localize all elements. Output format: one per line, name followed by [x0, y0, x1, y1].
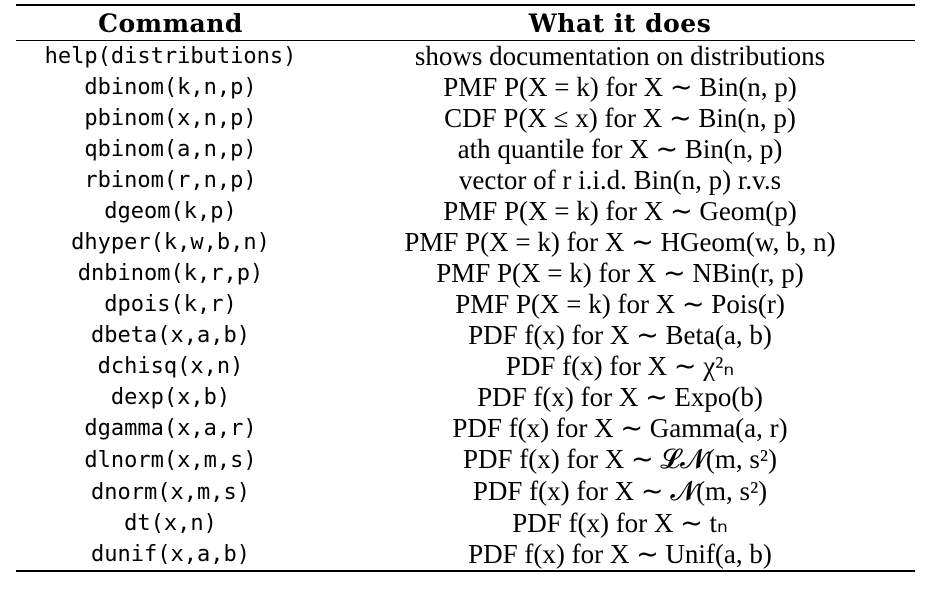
description-cell: CDF P(X ≤ x) for X ∼ Bin(n, p): [444, 103, 796, 133]
table-row: dbeta(x,a,b) PDF f(x) for X ∼ Beta(a, b): [16, 320, 915, 351]
command-cell: help(distributions): [44, 44, 297, 69]
header-command: Command: [98, 8, 243, 38]
command-cell: dgeom(k,p): [104, 199, 237, 224]
header-what-it-does: What it does: [528, 8, 712, 38]
description-cell: PDF f(x) for X ∼ χ²ₙ: [505, 351, 735, 381]
table-row: dgamma(x,a,r) PDF f(x) for X ∼ Gamma(a, r…: [16, 413, 915, 444]
table-row: dt(x,n) PDF f(x) for X ∼ tₙ: [16, 508, 915, 539]
description-cell: PMF P(X = k) for X ∼ NBin(r, p): [436, 258, 804, 288]
description-cell: PMF P(X = k) for X ∼ HGeom(w, b, n): [404, 227, 836, 257]
command-cell: pbinom(x,n,p): [84, 106, 257, 131]
command-cell: dgamma(x,a,r): [84, 416, 257, 441]
table-row: dexp(x,b) PDF f(x) for X ∼ Expo(b): [16, 382, 915, 413]
description-cell: PDF f(x) for X ∼ tₙ: [512, 508, 728, 538]
command-cell: rbinom(r,n,p): [84, 168, 257, 193]
description-cell: PDF f(x) for X ∼ Unif(a, b): [468, 539, 772, 569]
command-cell: dchisq(x,n): [97, 354, 244, 379]
description-cell: PDF f(x) for X ∼ Expo(b): [477, 382, 763, 412]
description-cell: PMF P(X = k) for X ∼ Pois(r): [455, 289, 785, 319]
command-cell: dnorm(x,m,s): [91, 479, 250, 505]
command-cell: dnbinom(k,r,p): [77, 261, 264, 286]
description-cell: shows documentation on distributions: [414, 41, 826, 71]
description-cell: PDF f(x) for X ∼ Beta(a, b): [468, 320, 772, 350]
table-row: rbinom(r,n,p) vector of r i.i.d. Bin(n, p…: [16, 165, 915, 196]
table-row: help(distributions) shows documentation o…: [16, 41, 915, 73]
command-cell: dunif(x,a,b): [91, 542, 250, 567]
table-row: pbinom(x,n,p) CDF P(X ≤ x) for X ∼ Bin(n,…: [16, 103, 915, 134]
table-row: dnorm(x,m,s) PDF f(x) for X ∼ 𝓝(m, s²): [16, 476, 915, 508]
command-cell: dexp(x,b): [110, 385, 231, 410]
description-cell: PDF f(x) for X ∼ 𝓝(m, s²): [472, 476, 768, 506]
table-row: dlnorm(x,m,s) PDF f(x) for X ∼ 𝓛𝓝(m, s²): [16, 444, 915, 476]
header-row: Command What it does: [16, 5, 915, 41]
command-cell: dbinom(k,n,p): [84, 75, 257, 100]
table-row: dnbinom(k,r,p) PMF P(X = k) for X ∼ NBin(…: [16, 258, 915, 289]
table-row: dchisq(x,n) PDF f(x) for X ∼ χ²ₙ: [16, 351, 915, 382]
command-cell: qbinom(a,n,p): [84, 137, 257, 162]
table-body: help(distributions) shows documentation o…: [16, 41, 915, 571]
command-cell: dbeta(x,a,b): [91, 323, 250, 348]
table-row: dpois(k,r) PMF P(X = k) for X ∼ Pois(r): [16, 289, 915, 320]
table-header: Command What it does: [16, 5, 915, 41]
table-row: dbinom(k,n,p) PMF P(X = k) for X ∼ Bin(n,…: [16, 72, 915, 103]
description-cell: vector of r i.i.d. Bin(n, p) r.v.s: [458, 165, 782, 195]
description-cell: PMF P(X = k) for X ∼ Bin(n, p): [443, 72, 797, 102]
description-cell: PDF f(x) for X ∼ 𝓛𝓝(m, s²): [463, 444, 777, 474]
table-row: dgeom(k,p) PMF P(X = k) for X ∼ Geom(p): [16, 196, 915, 227]
command-cell: dpois(k,r): [104, 292, 237, 317]
command-cell: dt(x,n): [124, 511, 217, 536]
table-row: dunif(x,a,b) PDF f(x) for X ∼ Unif(a, b): [16, 539, 915, 571]
description-cell: ath quantile for X ∼ Bin(n, p): [457, 134, 783, 164]
command-cell: dlnorm(x,m,s): [84, 447, 257, 473]
distributions-table-container: Command What it does help(distributions)…: [16, 4, 915, 572]
description-cell: PDF f(x) for X ∼ Gamma(a, r): [452, 413, 788, 443]
table-row: qbinom(a,n,p) ath quantile for X ∼ Bin(n,…: [16, 134, 915, 165]
description-cell: PMF P(X = k) for X ∼ Geom(p): [443, 196, 797, 226]
distributions-table: Command What it does help(distributions)…: [16, 4, 915, 572]
table-row: dhyper(k,w,b,n) PMF P(X = k) for X ∼ HGeo…: [16, 227, 915, 258]
command-cell: dhyper(k,w,b,n): [71, 230, 270, 255]
